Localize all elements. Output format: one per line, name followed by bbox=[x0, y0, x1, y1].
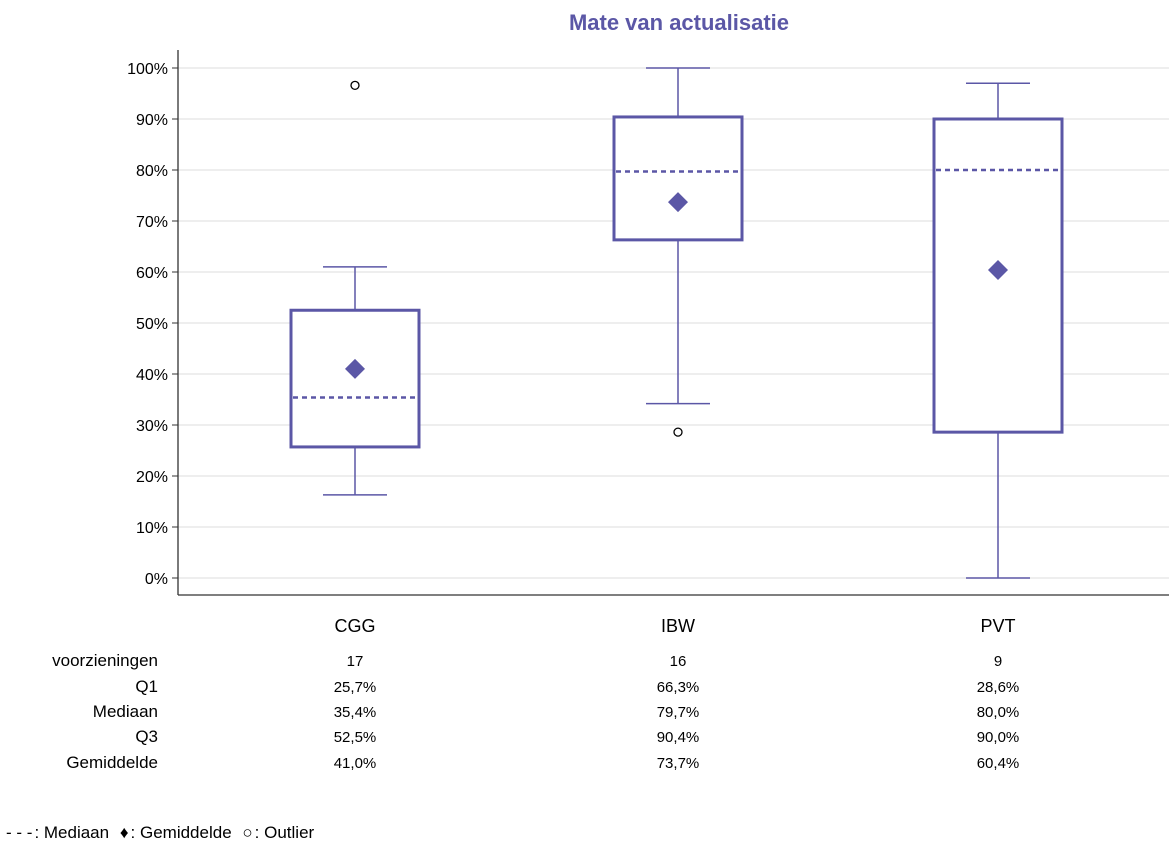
stats-cell: 66,3% bbox=[657, 679, 700, 696]
stats-cell: 9 bbox=[994, 653, 1002, 670]
chart-title: Mate van actualisatie bbox=[568, 10, 790, 35]
box-iqr bbox=[612, 115, 744, 242]
y-tick-label: 70% bbox=[136, 214, 168, 231]
y-tick-label: 100% bbox=[127, 61, 168, 78]
x-tick-label: PVT bbox=[980, 616, 1015, 636]
stats-cell: 79,7% bbox=[657, 704, 700, 721]
stats-cell: 35,4% bbox=[334, 704, 377, 721]
stats-cell: 28,6% bbox=[977, 679, 1020, 696]
y-tick-label: 50% bbox=[136, 316, 168, 333]
chart-legend: - - -: Mediaan ♦: Gemiddelde ○: Outlier bbox=[6, 823, 320, 843]
mean-marker bbox=[345, 358, 365, 379]
legend-mean-symbol: ♦ bbox=[119, 823, 129, 842]
legend-mean-label: : Gemiddelde bbox=[130, 823, 232, 842]
y-tick-label: 30% bbox=[136, 418, 168, 435]
legend-outlier-label: : Outlier bbox=[254, 823, 315, 842]
x-tick-label: CGG bbox=[334, 616, 375, 636]
stats-row-label: Q3 bbox=[135, 727, 158, 746]
stats-cell: 41,0% bbox=[334, 755, 377, 772]
outlier-point bbox=[350, 80, 360, 90]
mean-marker bbox=[668, 192, 688, 213]
stats-row-label: Q1 bbox=[135, 677, 158, 696]
stats-cell: 60,4% bbox=[977, 755, 1020, 772]
y-tick-label: 90% bbox=[136, 112, 168, 129]
stats-cell: 52,5% bbox=[334, 729, 377, 746]
legend-median-label: : Mediaan bbox=[34, 823, 110, 842]
x-tick-label: IBW bbox=[661, 616, 695, 636]
y-tick-label: 0% bbox=[145, 571, 168, 588]
y-tick-label: 10% bbox=[136, 520, 168, 537]
y-tick-label: 40% bbox=[136, 367, 168, 384]
mean-marker bbox=[988, 259, 1008, 280]
stats-cell: 25,7% bbox=[334, 679, 377, 696]
legend-outlier-symbol: ○ bbox=[242, 823, 253, 842]
stats-cell: 90,0% bbox=[977, 729, 1020, 746]
stats-cell: 16 bbox=[670, 653, 687, 670]
y-tick-label: 20% bbox=[136, 469, 168, 486]
stats-row-label: Gemiddelde bbox=[66, 753, 158, 772]
legend-median-symbol: - - - bbox=[6, 823, 33, 842]
stats-row-label: Mediaan bbox=[93, 702, 158, 721]
stats-cell: 80,0% bbox=[977, 704, 1020, 721]
stats-cell: 17 bbox=[347, 653, 364, 670]
outlier-point bbox=[673, 427, 683, 437]
stats-cell: 73,7% bbox=[657, 755, 700, 772]
stats-row-label: voorzieningen bbox=[52, 651, 158, 670]
y-tick-label: 80% bbox=[136, 163, 168, 180]
y-tick-label: 60% bbox=[136, 265, 168, 282]
stats-cell: 90,4% bbox=[657, 729, 700, 746]
